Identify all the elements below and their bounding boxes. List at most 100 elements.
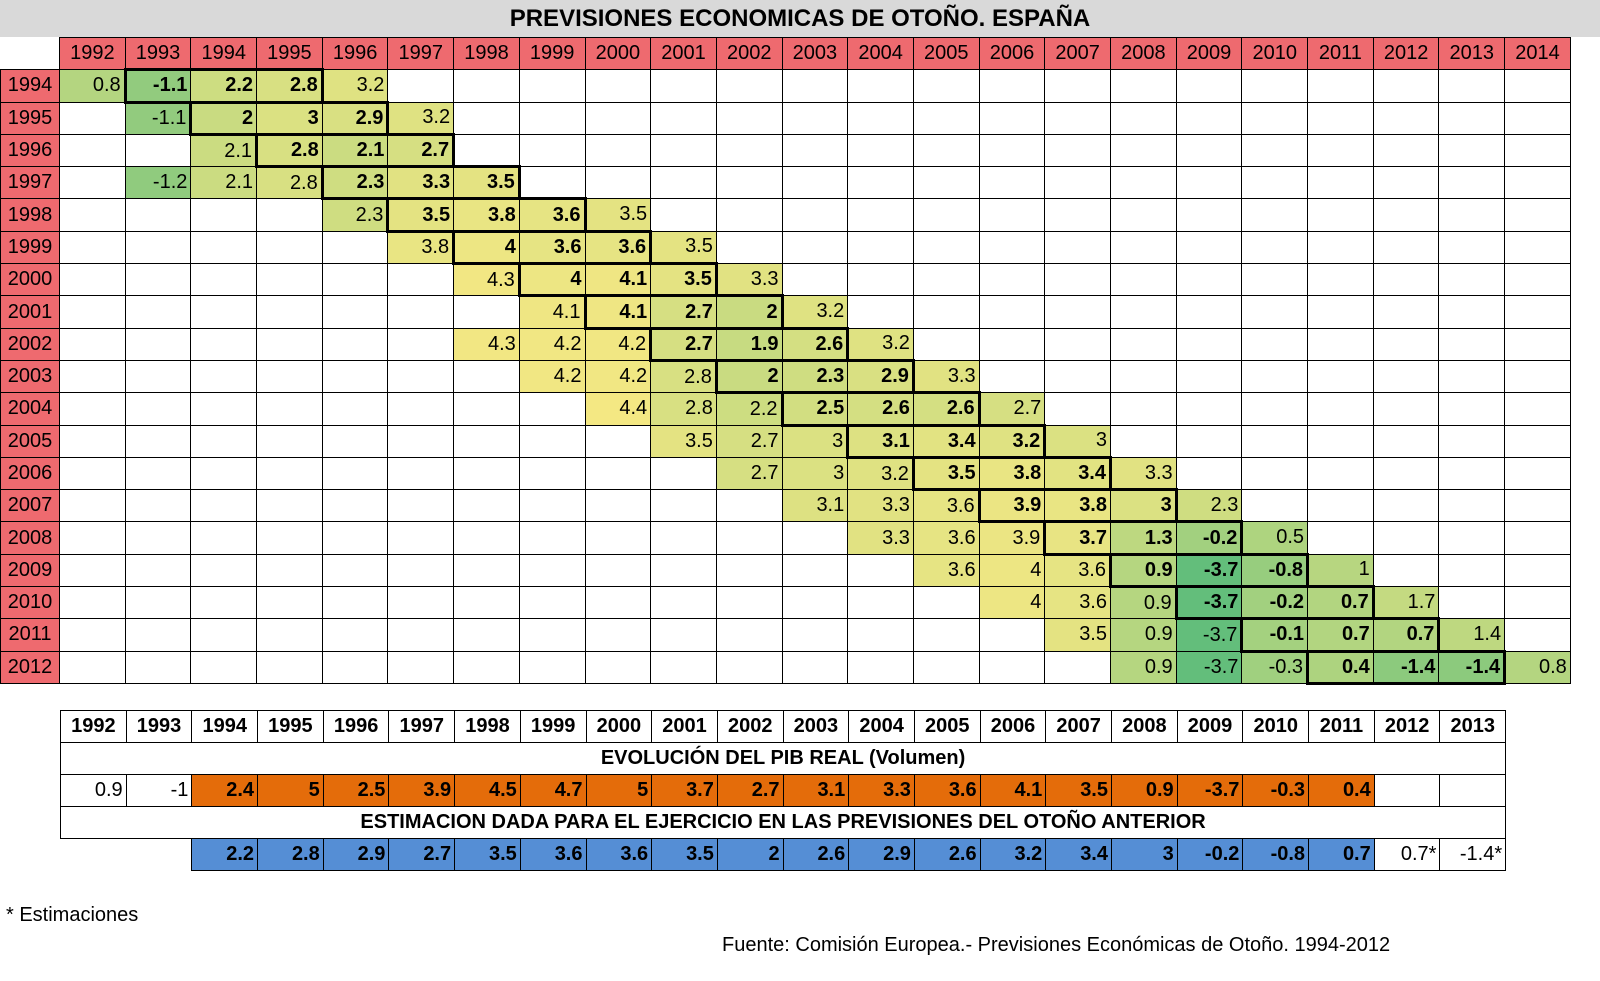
forecast-cell	[650, 489, 717, 523]
year-cell: 2011	[1308, 710, 1375, 743]
forecast-cell	[124, 489, 192, 523]
row-header-year: 1998	[0, 198, 60, 232]
forecast-cell	[59, 392, 126, 426]
column-header-year: 1993	[124, 36, 192, 71]
forecast-cell: 3.4	[912, 423, 980, 459]
forecast-cell	[978, 650, 1046, 684]
forecast-cell: 3.3	[387, 165, 455, 201]
forecast-cell	[912, 101, 980, 135]
table-row: 2002 4.3 4.2 4.2 2.7 1.9 2.6 3.2	[0, 326, 1571, 362]
row-header-year: 2012	[0, 650, 60, 684]
column-header-year: 2011	[1307, 36, 1374, 71]
forecast-cell: 4	[978, 553, 1046, 588]
forecast-cell	[190, 392, 258, 426]
forecast-cell	[321, 424, 389, 458]
forecast-cell	[978, 618, 1046, 652]
forecast-cell	[584, 489, 652, 523]
forecast-cell	[1241, 489, 1309, 523]
forecast-cell	[1044, 359, 1111, 394]
prior-estimate-cell: 2.8	[257, 838, 324, 871]
forecast-cell	[584, 586, 652, 620]
forecast-cell	[1175, 69, 1243, 103]
table-row: 2003 4.2 4.2 2.8 2 2.3 2.9 3.3	[0, 358, 1571, 395]
forecast-cell	[59, 618, 126, 652]
column-header-year: 2012	[1372, 36, 1440, 71]
forecast-cell	[1438, 295, 1506, 329]
forecast-cell	[1504, 101, 1571, 135]
forecast-cell: 1.3	[1110, 520, 1177, 556]
forecast-cell: 3.7	[1043, 520, 1111, 556]
forecast-cell	[256, 295, 323, 329]
forecast-cell	[59, 295, 126, 329]
forecast-cell	[912, 230, 980, 265]
forecast-cell	[1110, 327, 1177, 361]
table-row: 2006 2.7 3 3.2 3.5 3.8 3.4 3.3	[0, 455, 1571, 492]
actual-gdp-cell: 2.4	[191, 774, 259, 807]
forecast-cell	[781, 553, 849, 588]
actual-gdp-cell: 3.7	[651, 774, 718, 807]
forecast-cell	[1372, 295, 1440, 329]
prior-estimate-cell: -1.4*	[1439, 838, 1507, 871]
forecast-cell	[190, 456, 258, 491]
forecast-cell	[1241, 359, 1309, 394]
forecast-cell	[1372, 166, 1440, 200]
forecast-cell: -0.8	[1241, 552, 1310, 589]
prior-estimate-cell: 0.7	[1308, 838, 1375, 871]
forecast-cell	[453, 650, 520, 684]
forecast-cell	[1175, 327, 1243, 361]
forecast-cell	[1307, 295, 1374, 329]
forecast-cell	[59, 327, 126, 361]
forecast-cell: 0.9	[1110, 586, 1177, 620]
forecast-cell	[1438, 489, 1506, 523]
forecast-cell: 3.1	[846, 423, 914, 459]
forecast-cell	[1438, 553, 1506, 588]
forecast-cell	[1438, 327, 1506, 361]
forecast-cell	[518, 166, 586, 200]
forecast-cell	[781, 230, 849, 265]
forecast-cell: 3.5	[453, 165, 521, 201]
forecast-cell: 4.4	[584, 392, 652, 426]
forecast-cell	[1241, 101, 1309, 135]
forecast-cell	[1307, 456, 1374, 491]
forecast-cell	[453, 521, 520, 555]
forecast-cell	[1438, 392, 1506, 426]
year-cell: 1995	[257, 710, 324, 743]
column-header-year: 1999	[518, 36, 586, 71]
year-cell: 2006	[979, 710, 1047, 743]
forecast-cell	[387, 586, 455, 620]
forecast-cell	[1175, 295, 1243, 329]
row-header-year: 2008	[0, 521, 60, 555]
forecast-cell	[715, 198, 783, 232]
forecast-cell: -0.2	[1241, 585, 1309, 621]
forecast-cell	[321, 295, 389, 329]
forecast-cell	[321, 456, 389, 491]
forecast-cell	[321, 359, 389, 394]
forecast-cell	[715, 69, 783, 103]
forecast-cell	[256, 263, 323, 297]
forecast-cell	[124, 392, 192, 426]
forecast-cell	[1372, 198, 1440, 232]
year-cell: 1997	[388, 710, 456, 743]
forecast-cell	[518, 392, 586, 426]
forecast-cell	[650, 166, 717, 200]
forecast-cell: 4.3	[453, 327, 520, 361]
forecast-cell	[1044, 263, 1111, 297]
actual-gdp-cell: 4.7	[519, 774, 587, 807]
forecast-cell: 3.2	[978, 423, 1047, 459]
forecast-cell: 1.9	[715, 326, 783, 362]
forecast-cell: 2.3	[320, 165, 389, 201]
column-header-year: 2000	[584, 36, 652, 71]
prior-estimate-cell: 3.5	[454, 838, 521, 871]
forecast-cell	[912, 327, 980, 361]
forecast-cell	[1175, 456, 1243, 491]
forecast-cell	[1504, 133, 1571, 168]
forecast-cell	[1175, 424, 1243, 458]
forecast-cell	[912, 166, 980, 200]
forecast-cell: 3.8	[978, 455, 1046, 492]
forecast-cell: 3.6	[518, 197, 587, 233]
table-row: 2000 4.3 4 4.1 3.5 3.3	[0, 262, 1571, 298]
forecast-cell	[1504, 489, 1571, 523]
row-header-year: 2006	[0, 456, 60, 491]
forecast-cell	[1372, 101, 1440, 135]
header-row: 1992 1993 1994 1995 1996 1997 1998 1999 2000 2001…	[0, 36, 1571, 71]
